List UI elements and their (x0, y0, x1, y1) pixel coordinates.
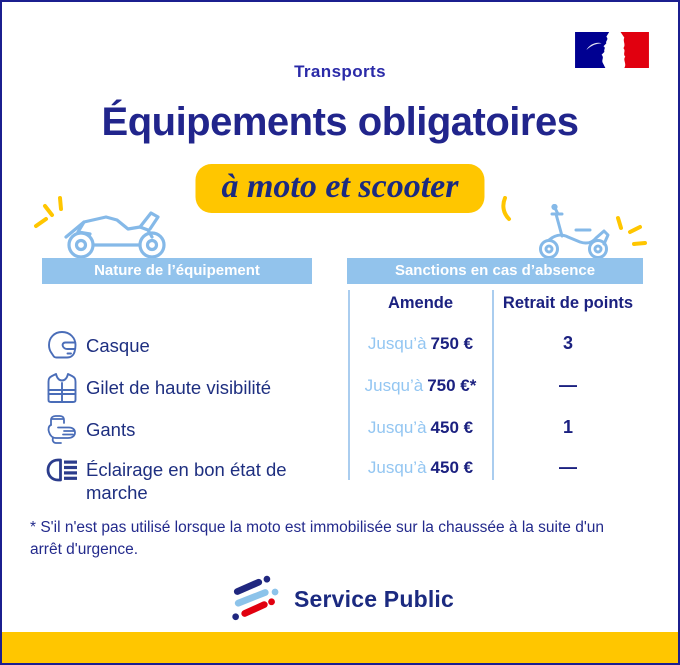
service-public-logo-icon (232, 575, 279, 621)
column-divider (492, 290, 494, 480)
column-divider (348, 290, 350, 480)
equipment-label: Gilet de haute visibilité (86, 377, 272, 398)
fine-amount: 450 € (430, 458, 474, 477)
french-republic-flag-icon (575, 32, 649, 68)
fine-value: Jusqu’à 750 €* (349, 376, 492, 396)
subtitle-highlight: à moto et scooter (195, 164, 485, 213)
brand-name: Service Public (293, 585, 455, 612)
motorcycle-icon (64, 211, 166, 259)
footnote: * S'il n'est pas utilisé lorsque la moto… (30, 519, 605, 558)
equipment-label: Casque (86, 335, 150, 356)
fine-prefix: Jusqu’à (364, 376, 424, 395)
table-row: Gilet de haute visibilité Jusqu’à 750 €* … (2, 368, 678, 408)
column-header-equipment: Nature de l’équipement (42, 258, 312, 284)
footer-brand: Service Public (2, 574, 678, 624)
scooter-icon (539, 204, 610, 259)
fine-prefix: Jusqu’à (367, 418, 427, 437)
equipment-label: Éclairage en bon état de marche (86, 459, 287, 504)
helmet-icon (48, 331, 77, 359)
fine-value: Jusqu’à 450 € (349, 418, 492, 438)
sparkle-icon (501, 196, 511, 221)
page-title: Équipements obligatoires (101, 100, 579, 144)
fine-value: Jusqu’à 450 € (349, 458, 492, 478)
fine-amount: 750 € (430, 334, 474, 353)
column-header-sanctions: Sanctions en cas d’absence (347, 258, 643, 284)
category-label: Transports (294, 62, 386, 81)
fine-value: Jusqu’à 750 € (349, 334, 492, 354)
points-value: — (559, 375, 577, 395)
table-row: Éclairage en bon état de marche Jusqu’à 4… (2, 450, 678, 503)
table-row: Gants Jusqu’à 450 € 1 (2, 410, 678, 450)
gloves-icon (47, 415, 76, 444)
subcolumn-header-fine: Amende (387, 294, 454, 312)
fine-amount: 450 € (430, 418, 474, 437)
subcolumn-header-points: Retrait de points (502, 294, 634, 312)
bottom-yellow-band (2, 632, 678, 663)
vest-icon (47, 373, 77, 403)
table-row: Casque Jusqu’à 750 € 3 (2, 326, 678, 366)
points-value: 1 (562, 417, 573, 437)
equipment-label: Gants (86, 419, 136, 440)
points-value: 3 (562, 333, 573, 353)
sparkle-icon (616, 216, 647, 246)
sparkle-icon (34, 196, 63, 228)
points-value: — (559, 457, 577, 477)
fine-amount: 750 €* (427, 376, 477, 395)
headlight-icon (46, 458, 77, 482)
fine-prefix: Jusqu’à (367, 334, 427, 353)
fine-prefix: Jusqu’à (367, 458, 427, 477)
